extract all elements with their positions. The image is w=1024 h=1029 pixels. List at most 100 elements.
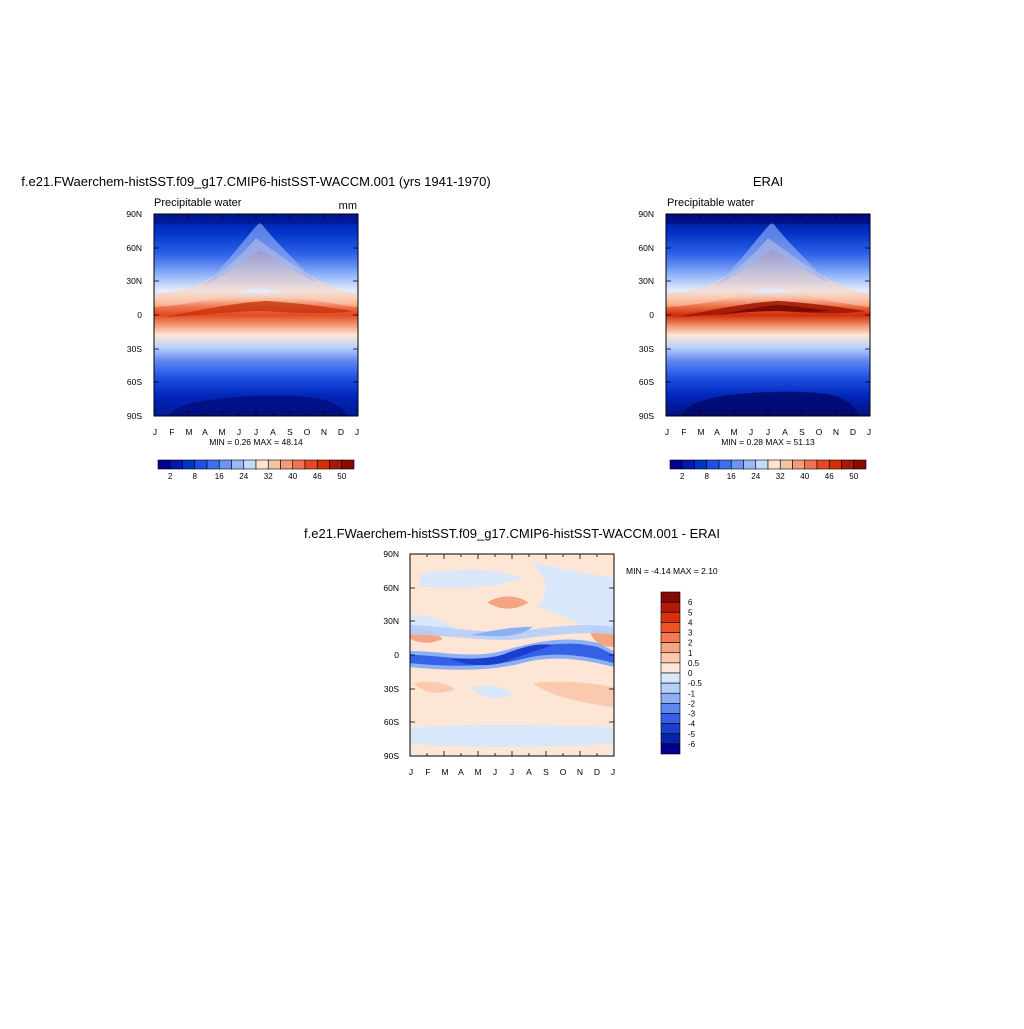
y-tick-label: 60S bbox=[639, 377, 654, 387]
colorbar-swatch bbox=[853, 459, 867, 470]
colorbar-label: -2 bbox=[688, 699, 696, 708]
x-tick-label: J bbox=[153, 427, 157, 437]
x-tick-label: F bbox=[681, 427, 686, 437]
colorbar-swatch bbox=[779, 459, 793, 470]
x-tick-label: M bbox=[441, 767, 448, 777]
x-tick-label: A bbox=[526, 767, 532, 777]
x-tick-label: O bbox=[304, 427, 311, 437]
colorbar-swatch bbox=[804, 459, 818, 470]
panel-obs-y-tick-labels: 90N 60N 30N 0 30S 60S 90S bbox=[638, 209, 654, 421]
colorbar-swatch bbox=[267, 459, 281, 470]
colorbar-label: 50 bbox=[849, 472, 858, 481]
x-tick-label: N bbox=[833, 427, 839, 437]
x-tick-label: F bbox=[169, 427, 174, 437]
y-tick-label: 0 bbox=[137, 310, 142, 320]
colorbar-swatch bbox=[828, 459, 842, 470]
panel-model-stats: MIN = 0.26 MAX = 48.14 bbox=[209, 437, 303, 447]
colorbar-swatch bbox=[660, 652, 681, 664]
colorbar-swatch bbox=[660, 733, 681, 745]
colorbar-swatch bbox=[660, 591, 681, 603]
x-tick-label: J bbox=[409, 767, 413, 777]
colorbar-swatch bbox=[169, 459, 183, 470]
panel-model-y-tick-labels: 90N 60N 30N 0 30S 60S 90S bbox=[126, 209, 142, 421]
panel-obs-x-tick-labels: J F M A M J J A S O N D J bbox=[665, 427, 871, 437]
x-tick-label: J bbox=[611, 767, 615, 777]
y-tick-label: 60N bbox=[383, 583, 399, 593]
panel-obs-title: ERAI bbox=[753, 174, 783, 189]
colorbar-label: 0 bbox=[688, 669, 693, 678]
colorbar-swatch bbox=[660, 611, 681, 623]
panel-model-plot bbox=[154, 214, 358, 416]
colorbar-swatch bbox=[660, 703, 681, 714]
colorbar-label: 8 bbox=[705, 472, 710, 481]
y-tick-label: 90S bbox=[384, 751, 399, 761]
panel-diff-ticks bbox=[409, 553, 615, 757]
panel-obs-variable-label: Precipitable water bbox=[667, 197, 755, 209]
x-tick-label: M bbox=[218, 427, 225, 437]
x-tick-label: A bbox=[714, 427, 720, 437]
x-tick-label: J bbox=[867, 427, 871, 437]
x-tick-label: O bbox=[560, 767, 567, 777]
colorbar-swatch bbox=[669, 459, 683, 470]
y-tick-label: 0 bbox=[649, 310, 654, 320]
colorbar-label: -1 bbox=[688, 689, 696, 698]
colorbar-label: -5 bbox=[688, 730, 696, 739]
colorbar-swatch bbox=[255, 459, 269, 470]
colorbar-swatch bbox=[792, 459, 806, 470]
colorbar-swatch bbox=[660, 662, 681, 674]
colorbar-swatch bbox=[157, 459, 171, 470]
y-tick-label: 90N bbox=[383, 549, 399, 559]
colorbar-swatch bbox=[218, 459, 232, 470]
colorbar-swatch bbox=[231, 459, 245, 470]
panel-diff: f.e21.FWaerchem-histSST.f09_g17.CMIP6-hi… bbox=[304, 526, 720, 777]
panel-obs-plot bbox=[666, 214, 870, 416]
colorbar-label: 16 bbox=[727, 472, 736, 481]
x-tick-label: S bbox=[287, 427, 293, 437]
colorbar-swatch bbox=[304, 459, 318, 470]
colorbar-label: -4 bbox=[688, 720, 696, 729]
x-tick-label: J bbox=[355, 427, 359, 437]
colorbar-swatch bbox=[816, 459, 830, 470]
y-tick-label: 30S bbox=[384, 684, 399, 694]
y-tick-label: 30N bbox=[126, 276, 142, 286]
colorbar-obs: 2 8 16 24 32 40 46 50 bbox=[669, 459, 867, 481]
colorbar-label: 2 bbox=[688, 639, 693, 648]
panel-model: f.e21.FWaerchem-histSST.f09_g17.CMIP6-hi… bbox=[21, 174, 490, 447]
x-tick-label: J bbox=[510, 767, 514, 777]
x-tick-label: S bbox=[543, 767, 549, 777]
colorbar-swatch bbox=[694, 459, 708, 470]
colorbar-swatch bbox=[767, 459, 781, 470]
panel-diff-title: f.e21.FWaerchem-histSST.f09_g17.CMIP6-hi… bbox=[304, 526, 720, 541]
colorbar-label: 50 bbox=[337, 472, 346, 481]
y-tick-label: 90S bbox=[127, 411, 142, 421]
colorbar-swatch bbox=[292, 459, 306, 470]
colorbar-label: 16 bbox=[215, 472, 224, 481]
colorbar-swatch bbox=[718, 459, 732, 470]
colorbar-label: -0.5 bbox=[688, 679, 702, 688]
panel-model-variable-label: Precipitable water bbox=[154, 197, 242, 209]
colorbar-swatch bbox=[660, 713, 681, 724]
colorbar-model: 2 8 16 24 32 40 46 50 bbox=[157, 459, 355, 481]
colorbar-label: 5 bbox=[688, 608, 693, 617]
colorbar-swatch bbox=[743, 459, 757, 470]
x-tick-label: J bbox=[766, 427, 770, 437]
colorbar-swatch bbox=[280, 459, 294, 470]
colorbar-label: 3 bbox=[688, 629, 693, 638]
y-tick-label: 90N bbox=[638, 209, 654, 219]
y-tick-label: 30S bbox=[639, 344, 654, 354]
panel-model-x-tick-labels: J F M A M J J A S O N D J bbox=[153, 427, 359, 437]
y-tick-label: 60N bbox=[638, 243, 654, 253]
x-tick-label: J bbox=[254, 427, 258, 437]
panel-diff-plot bbox=[410, 554, 614, 756]
colorbar-swatch bbox=[660, 743, 681, 755]
colorbar-swatch bbox=[730, 459, 744, 470]
x-tick-label: M bbox=[185, 427, 192, 437]
colorbar-label: 32 bbox=[776, 472, 785, 481]
x-tick-label: J bbox=[665, 427, 669, 437]
colorbar-swatch bbox=[341, 459, 355, 470]
colorbar-label: 40 bbox=[800, 472, 809, 481]
colorbar-swatch bbox=[706, 459, 720, 470]
colorbar-swatch bbox=[755, 459, 769, 470]
